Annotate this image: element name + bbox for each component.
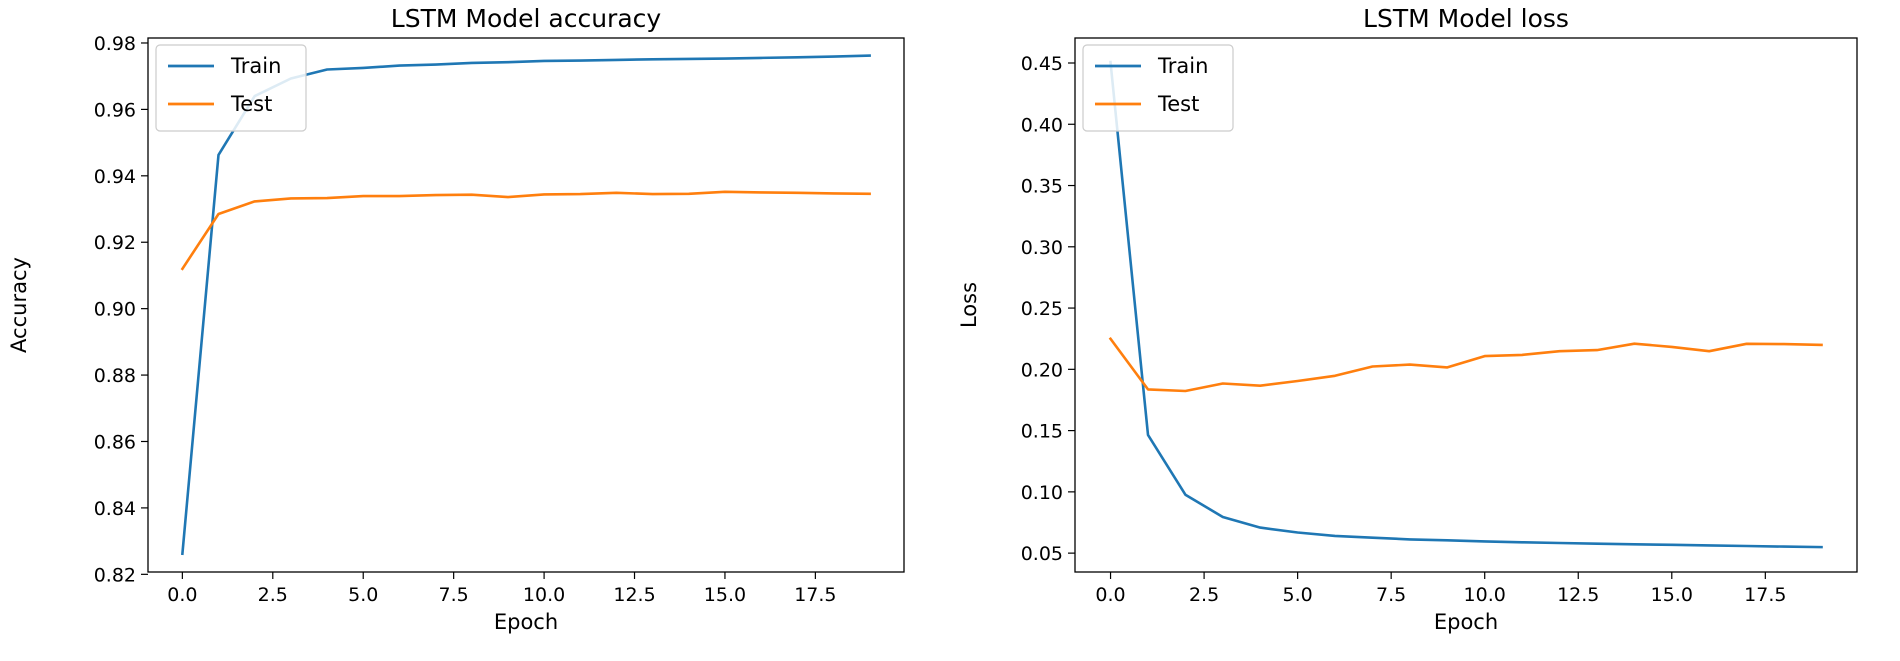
loss-x-tick-label: 12.5 xyxy=(1557,584,1599,606)
loss-x-tick-label: 7.5 xyxy=(1376,584,1406,606)
loss-y-tick-label: 0.15 xyxy=(1021,421,1063,443)
accuracy-y-tick-label: 0.98 xyxy=(94,33,136,55)
loss-x-tick-label: 0.0 xyxy=(1095,584,1125,606)
accuracy-legend-label-test: Test xyxy=(230,92,272,116)
accuracy-series-test-line xyxy=(180,190,871,271)
loss-y-tick-label: 0.30 xyxy=(1021,237,1063,259)
loss-x-tick-label: 15.0 xyxy=(1651,584,1693,606)
accuracy-x-tick-label: 12.5 xyxy=(613,584,655,606)
accuracy-y-tick-label: 0.88 xyxy=(94,365,136,387)
accuracy-x-tick-label: 17.5 xyxy=(794,584,836,606)
loss-y-tick-label: 0.40 xyxy=(1021,114,1063,136)
accuracy-y-tick-label: 0.90 xyxy=(94,299,136,321)
loss-x-axis-label: Epoch xyxy=(1434,610,1498,634)
loss-y-tick-label: 0.05 xyxy=(1021,543,1063,565)
accuracy-chart: LSTM Model accuracy 0.0 2.5 5.0 7.5 10.0 12.5 1… xyxy=(7,4,905,634)
loss-y-tick-label: 0.45 xyxy=(1021,53,1063,75)
loss-series-test-line xyxy=(1108,336,1823,393)
loss-y-tick-label: 0.20 xyxy=(1021,359,1063,381)
loss-x-tick-label: 17.5 xyxy=(1744,584,1786,606)
loss-axes-frame xyxy=(1074,37,1858,573)
loss-x-tick-label: 2.5 xyxy=(1189,584,1219,606)
accuracy-x-tick-label: 7.5 xyxy=(439,584,469,606)
accuracy-legend-label-train: Train xyxy=(230,54,281,78)
accuracy-y-tick-label: 0.84 xyxy=(94,498,136,520)
loss-y-tick-label: 0.10 xyxy=(1021,482,1063,504)
loss-legend-label-train: Train xyxy=(1157,54,1208,78)
accuracy-x-tick-label: 0.0 xyxy=(167,584,197,606)
loss-series-train-line xyxy=(1109,60,1823,549)
accuracy-x-tick-label: 15.0 xyxy=(704,584,746,606)
loss-legend-label-test: Test xyxy=(1157,92,1199,116)
loss-x-tick-label: 5.0 xyxy=(1283,584,1313,606)
accuracy-x-axis-label: Epoch xyxy=(494,610,558,634)
accuracy-x-tick-label: 10.0 xyxy=(523,584,565,606)
loss-x-tick-label: 10.0 xyxy=(1464,584,1506,606)
accuracy-x-tick-label: 2.5 xyxy=(258,584,288,606)
accuracy-chart-title: LSTM Model accuracy xyxy=(391,4,662,33)
loss-y-tick-label: 0.25 xyxy=(1021,298,1063,320)
accuracy-y-tick-label: 0.94 xyxy=(94,166,136,188)
accuracy-x-tick-label: 5.0 xyxy=(348,584,378,606)
accuracy-y-axis-label: Accuracy xyxy=(7,257,31,353)
accuracy-y-tick-label: 0.86 xyxy=(94,431,136,453)
loss-y-axis-label: Loss xyxy=(957,282,981,328)
loss-chart-title: LSTM Model loss xyxy=(1363,4,1569,33)
loss-y-tick-label: 0.35 xyxy=(1021,176,1063,198)
loss-chart: LSTM Model loss 0.0 2.5 5.0 7.5 10.0 12.5 15.0 1… xyxy=(957,4,1858,634)
accuracy-y-tick-label: 0.96 xyxy=(94,99,136,121)
accuracy-axes-frame xyxy=(147,37,905,573)
accuracy-y-tick-label: 0.92 xyxy=(94,232,136,254)
accuracy-y-tick-label: 0.82 xyxy=(94,564,136,586)
